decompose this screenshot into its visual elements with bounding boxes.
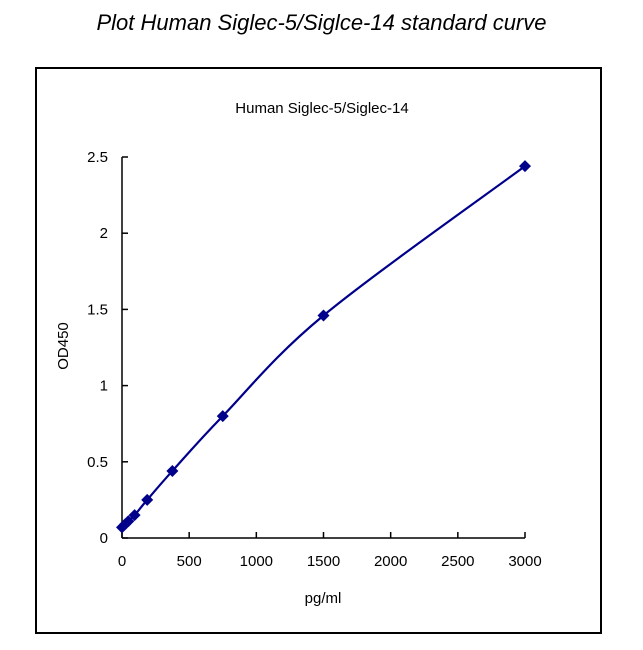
diamond-marker	[122, 515, 135, 528]
x-axis-ticks: 0 500 1000 1500 2000 2500 3000	[118, 532, 542, 570]
y-tick-label: 2.5	[87, 149, 108, 166]
x-tick-label: 0	[118, 553, 126, 570]
y-tick-label: 1.5	[87, 301, 108, 318]
x-tick-label: 1500	[307, 553, 340, 570]
diamond-marker	[519, 160, 531, 173]
diamond-marker	[216, 410, 229, 423]
x-tick-label: 2000	[374, 553, 407, 570]
page-title: Plot Human Siglec-5/Siglce-14 standard c…	[96, 10, 547, 35]
data-markers	[116, 160, 531, 534]
chart-frame	[35, 67, 602, 634]
diamond-marker	[141, 493, 154, 506]
x-tick-label: 2500	[441, 553, 474, 570]
y-axis-ticks: 0 0.5 1 1.5 2 2.5	[87, 149, 128, 547]
y-axis-label: OD450	[55, 322, 72, 370]
diamond-marker	[317, 309, 330, 322]
diamond-marker	[128, 509, 141, 522]
x-tick-label: 1000	[240, 553, 273, 570]
x-axis-label: pg/ml	[305, 590, 342, 607]
x-tick-label: 3000	[508, 553, 541, 570]
y-tick-label: 1	[100, 378, 108, 395]
chart-title: Human Siglec-5/Siglec-14	[235, 100, 408, 117]
y-tick-label: 0.5	[87, 454, 108, 471]
x-tick-label: 500	[177, 553, 202, 570]
diamond-marker	[166, 464, 179, 477]
y-tick-label: 0	[100, 530, 108, 547]
y-tick-label: 2	[100, 225, 108, 242]
